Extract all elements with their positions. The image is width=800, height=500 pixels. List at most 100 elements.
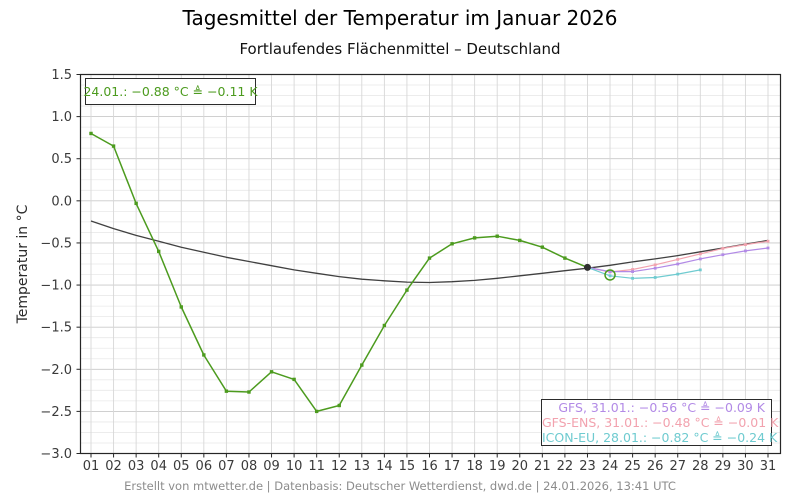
series-marker-gfs bbox=[744, 249, 747, 253]
x-tick-label: 12 bbox=[331, 459, 348, 474]
series-marker-observed bbox=[382, 323, 387, 328]
series-marker-observed bbox=[157, 249, 161, 254]
attribution-footer: Erstellt von mtwetter.de | Datenbasis: D… bbox=[124, 479, 676, 493]
series-marker-observed bbox=[314, 409, 319, 414]
series-marker-observed bbox=[111, 144, 116, 148]
x-tick-label: 10 bbox=[286, 459, 303, 474]
x-tick-label: 26 bbox=[647, 459, 664, 474]
series-marker-observed bbox=[269, 370, 274, 374]
series-marker-icon-eu bbox=[676, 272, 680, 276]
x-tick-label: 13 bbox=[354, 459, 371, 474]
x-tick-label: 04 bbox=[150, 459, 167, 474]
y-tick-label: −0.5 bbox=[40, 236, 72, 251]
series-marker-gfs-ens bbox=[631, 268, 635, 271]
series-marker-observed bbox=[224, 389, 229, 393]
x-tick-label: 29 bbox=[715, 459, 732, 474]
y-tick-label: −1.5 bbox=[40, 321, 72, 336]
series-marker-gfs-ens bbox=[766, 239, 770, 243]
series-marker-observed bbox=[563, 256, 567, 260]
x-tick-label: 03 bbox=[128, 459, 145, 474]
series-marker-observed bbox=[540, 245, 545, 249]
current-day-open-circle bbox=[604, 269, 616, 281]
y-tick-label: 0.0 bbox=[51, 194, 72, 209]
current-value-annotation: 24.01.: −0.88 °C ≜ −0.11 K bbox=[83, 78, 258, 105]
x-tick-label: 21 bbox=[534, 459, 551, 474]
y-tick-label: 0.5 bbox=[51, 152, 72, 167]
series-marker-observed bbox=[134, 201, 138, 206]
x-tick-label: 16 bbox=[421, 459, 438, 474]
x-tick-label: 18 bbox=[466, 459, 483, 474]
series-marker-gfs bbox=[608, 270, 612, 273]
y-tick-label: 1.0 bbox=[51, 110, 72, 125]
series-marker-gfs bbox=[653, 266, 657, 270]
series-marker-observed bbox=[202, 353, 206, 357]
x-tick-label: 30 bbox=[737, 459, 754, 474]
chart-title: Tagesmittel der Temperatur im Januar 202… bbox=[182, 6, 618, 30]
series-marker-gfs-ens bbox=[676, 257, 680, 261]
x-tick-label: 28 bbox=[692, 459, 709, 474]
series-line-climate-mean bbox=[90, 220, 769, 284]
series-marker-gfs bbox=[698, 257, 702, 261]
series-marker-gfs bbox=[676, 262, 680, 266]
series-marker-observed bbox=[360, 363, 364, 367]
x-tick-label: 15 bbox=[399, 459, 416, 474]
series-marker-observed bbox=[247, 390, 251, 394]
series-marker-gfs-ens bbox=[721, 247, 725, 250]
forecast-legend: GFS, 31.01.: −0.56 °C ≜ −0.09 K GFS-ENS, … bbox=[541, 399, 779, 446]
series-marker-gfs-ens bbox=[698, 252, 702, 256]
series-marker-gfs bbox=[721, 253, 725, 257]
current-value-annotation-text: 24.01.: −0.88 °C ≜ −0.11 K bbox=[83, 84, 258, 99]
series-marker-observed bbox=[427, 256, 432, 260]
x-tick-label: 14 bbox=[376, 459, 393, 474]
series-marker-icon-eu bbox=[653, 276, 657, 279]
legend-entry-gfs: GFS, 31.01.: −0.56 °C ≜ −0.09 K bbox=[558, 400, 765, 415]
y-tick-label: −3.0 bbox=[40, 447, 72, 462]
series-marker-observed bbox=[450, 242, 454, 246]
x-tick-label: 08 bbox=[241, 459, 258, 474]
x-tick-label: 01 bbox=[83, 459, 100, 474]
chart-subtitle: Fortlaufendes Flächenmittel – Deutschlan… bbox=[239, 40, 561, 58]
x-tick-label: 02 bbox=[105, 459, 122, 474]
y-tick-label: −2.5 bbox=[40, 405, 72, 420]
series-marker-observed bbox=[495, 234, 499, 238]
series-marker-icon-eu bbox=[698, 268, 702, 272]
x-tick-label: 06 bbox=[196, 459, 213, 474]
y-tick-label: 1.5 bbox=[51, 68, 72, 83]
legend-entry-icon-eu: ICON-EU, 28.01.: −0.82 °C ≜ −0.24 K bbox=[542, 430, 778, 445]
series-marker-observed bbox=[292, 377, 296, 382]
x-tick-label: 07 bbox=[218, 459, 235, 474]
series-marker-icon-eu bbox=[608, 274, 612, 278]
series-marker-gfs-ens bbox=[744, 243, 747, 247]
x-tick-label: 25 bbox=[624, 459, 641, 474]
series-line-icon-eu bbox=[587, 266, 701, 279]
y-tick-label: −2.0 bbox=[40, 363, 72, 378]
x-tick-label: 17 bbox=[444, 459, 461, 474]
x-tick-label: 11 bbox=[308, 459, 325, 474]
series-marker-gfs-ens bbox=[653, 263, 657, 267]
series-marker-observed bbox=[337, 403, 341, 408]
series-marker-icon-eu bbox=[631, 276, 635, 280]
series-marker-observed bbox=[405, 288, 409, 292]
x-tick-label: 24 bbox=[602, 459, 619, 474]
series-marker-gfs bbox=[766, 246, 770, 250]
forecast-junction-dot bbox=[583, 263, 591, 271]
series-marker-observed bbox=[518, 238, 522, 243]
x-tick-label: 31 bbox=[760, 459, 777, 474]
x-tick-label: 05 bbox=[173, 459, 190, 474]
x-tick-label: 22 bbox=[557, 459, 574, 474]
x-tick-label: 09 bbox=[263, 459, 280, 474]
series-marker-observed bbox=[89, 131, 93, 136]
legend-entry-gfs-ens: GFS-ENS, 31.01.: −0.48 °C ≜ −0.01 K bbox=[542, 415, 779, 430]
series-marker-observed bbox=[472, 236, 477, 240]
x-tick-label: 27 bbox=[669, 459, 686, 474]
y-tick-label: −1.0 bbox=[40, 279, 72, 294]
series-marker-observed bbox=[179, 305, 183, 309]
x-tick-label: 20 bbox=[511, 459, 528, 474]
axes-spines bbox=[79, 73, 782, 455]
series-marker-gfs bbox=[631, 270, 635, 273]
x-tick-label: 23 bbox=[579, 459, 596, 474]
x-tick-label: 19 bbox=[489, 459, 506, 474]
y-axis-label: Temperatur in °C bbox=[15, 204, 31, 324]
